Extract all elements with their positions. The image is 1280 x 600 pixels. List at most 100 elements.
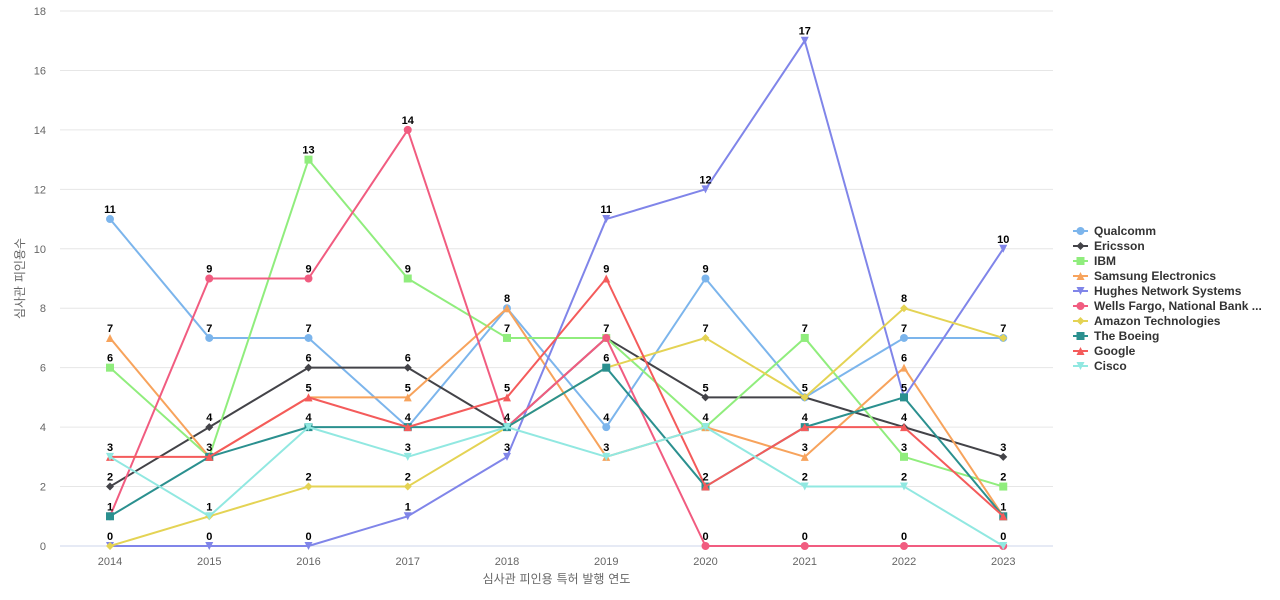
data-point[interactable] [503,333,511,342]
data-point[interactable] [106,542,114,550]
data-label: 7 [802,323,808,335]
data-point[interactable] [205,542,214,550]
data-point[interactable] [403,393,412,402]
data-point[interactable] [403,482,412,491]
data-point[interactable] [701,333,710,342]
data-point[interactable] [900,304,908,313]
data-label: 1 [206,501,212,513]
data-point[interactable] [602,215,611,224]
data-point[interactable] [106,482,114,491]
data-point[interactable] [106,215,114,224]
data-point[interactable] [106,512,114,521]
data-point[interactable] [999,333,1008,342]
data-point[interactable] [503,304,511,313]
data-point[interactable] [999,244,1008,253]
data-point[interactable] [999,512,1008,521]
legend-item[interactable]: Wells Fargo, National Bank ... [1073,299,1262,313]
data-point[interactable] [304,274,313,283]
data-point[interactable] [205,452,214,461]
data-label: 2 [901,472,907,484]
legend-item[interactable]: Samsung Electronics [1073,269,1216,283]
data-label: 0 [107,531,113,543]
data-point[interactable] [403,363,412,372]
data-label: 14 [402,115,415,127]
data-point[interactable] [800,482,809,491]
data-point[interactable] [900,482,908,491]
data-point[interactable] [403,452,412,461]
data-point[interactable] [304,423,313,432]
x-tick-label: 2014 [98,556,122,568]
data-point[interactable] [304,155,313,164]
data-point[interactable] [503,393,511,402]
data-point[interactable] [403,423,412,432]
data-point[interactable] [304,542,313,550]
data-point[interactable] [304,482,313,491]
data-point[interactable] [106,363,114,372]
data-label: 4 [504,412,511,424]
data-label: 0 [901,531,907,543]
legend-item[interactable]: IBM [1073,254,1116,268]
series-line[interactable] [109,366,1005,518]
data-point[interactable] [403,274,412,283]
legend-item[interactable]: Amazon Technologies [1073,314,1221,328]
data-point[interactable] [999,452,1008,461]
data-point[interactable] [602,452,611,461]
data-point[interactable] [800,542,809,550]
data-point[interactable] [602,333,611,342]
data-point[interactable] [701,274,710,283]
data-point[interactable] [701,542,710,550]
data-point[interactable] [701,423,710,432]
data-point[interactable] [900,393,908,402]
data-point[interactable] [900,542,908,550]
data-point[interactable] [503,452,511,461]
data-point[interactable] [503,423,511,432]
data-point[interactable] [602,363,611,372]
data-point[interactable] [900,423,908,432]
legend-item[interactable]: Cisco [1073,359,1127,373]
data-point[interactable] [800,452,809,461]
legend-item[interactable]: Ericsson [1073,239,1145,253]
grid-layer [60,10,1053,547]
data-label: 0 [305,531,311,543]
data-point[interactable] [205,512,214,521]
series-line[interactable] [109,158,1005,488]
legend-item[interactable]: Hughes Network Systems [1073,284,1242,298]
series-line[interactable] [109,336,1005,488]
legend-item[interactable]: The Boeing [1073,329,1159,343]
data-point[interactable] [999,542,1008,550]
data-point[interactable] [403,512,412,521]
data-point[interactable] [205,423,214,432]
data-label: 6 [107,353,113,365]
data-point[interactable] [999,482,1008,491]
data-point[interactable] [701,482,710,491]
data-point[interactable] [602,274,611,283]
legend-item[interactable]: Google [1073,344,1136,358]
data-point[interactable] [701,185,710,194]
data-point[interactable] [304,333,313,342]
data-point[interactable] [701,393,710,402]
data-point[interactable] [205,333,214,342]
data-point[interactable] [800,333,809,342]
series-line[interactable] [109,426,1005,547]
data-point[interactable] [304,363,313,372]
data-point[interactable] [900,333,908,342]
data-point[interactable] [800,423,809,432]
data-point[interactable] [205,274,214,283]
series-line[interactable] [109,128,1005,547]
series-line[interactable] [109,218,1005,429]
data-point[interactable] [900,452,908,461]
data-point[interactable] [304,393,313,402]
data-point[interactable] [800,393,809,402]
x-tick-label: 2019 [594,556,618,568]
data-label: 7 [504,323,510,335]
data-point[interactable] [403,125,412,134]
legend-item[interactable]: Qualcomm [1073,224,1156,238]
data-point[interactable] [900,363,908,372]
data-point[interactable] [602,423,611,432]
data-point[interactable] [800,36,809,45]
data-point[interactable] [106,452,114,461]
series-line[interactable] [109,39,1005,547]
series-line[interactable] [109,277,1005,518]
data-point[interactable] [106,333,114,342]
